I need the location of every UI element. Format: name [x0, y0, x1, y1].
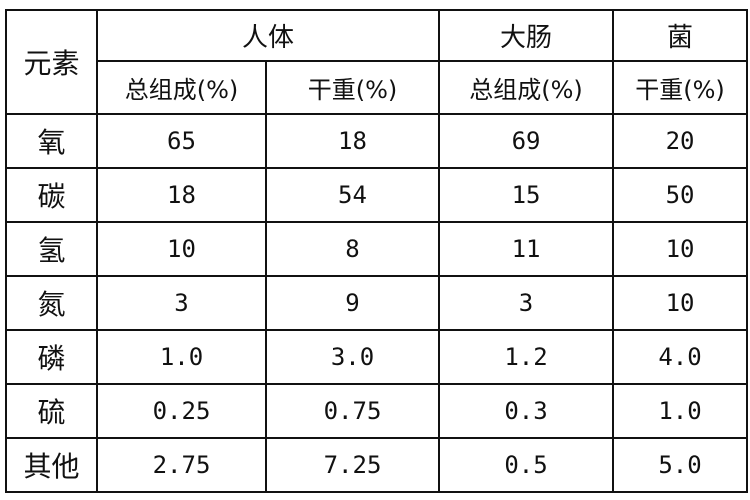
table-body: 氧 65 18 69 20 碳 18 54 15 50 氢 10 8 11 10 氮 3 9 3 10 磷 1.0 3.0 1… [5, 113, 749, 493]
header-bacteria: 菌 [612, 9, 749, 62]
table-row: 氢 10 8 11 10 [5, 221, 749, 277]
header-human-body: 人体 [95, 9, 441, 62]
value-cell: 5.0 [612, 437, 749, 493]
value-cell: 69 [438, 113, 615, 169]
value-cell: 10 [96, 221, 267, 277]
value-cell: 4.0 [612, 329, 749, 385]
subheader-dry-weight: 干重(%) [264, 60, 441, 115]
value-cell: 0.75 [264, 383, 441, 439]
value-cell: 0.25 [96, 383, 267, 439]
value-cell: 54 [264, 167, 441, 223]
element-name-cell: 硫 [5, 383, 98, 439]
element-name-cell: 氧 [5, 113, 98, 169]
value-cell: 3 [438, 275, 615, 331]
value-cell: 18 [264, 113, 441, 169]
value-cell: 11 [438, 221, 615, 277]
subheader-total-composition: 总组成(%) [438, 60, 615, 115]
table-row: 氧 65 18 69 20 [5, 113, 749, 169]
value-cell: 10 [612, 221, 749, 277]
value-cell: 9 [264, 275, 441, 331]
subheader-dry-weight: 干重(%) [612, 60, 749, 115]
table-row: 硫 0.25 0.75 0.3 1.0 [5, 383, 749, 439]
value-cell: 8 [264, 221, 441, 277]
table-row: 氮 3 9 3 10 [5, 275, 749, 331]
subheader-total-composition: 总组成(%) [96, 60, 267, 115]
value-cell: 2.75 [96, 437, 267, 493]
element-composition-table: 元素 人体 大肠 菌 总组成(%) 干重(%) 总组成(%) 干重(%) 氧 65… [5, 9, 749, 493]
element-name-cell: 氢 [5, 221, 98, 277]
element-name-cell: 碳 [5, 167, 98, 223]
value-cell: 10 [612, 275, 749, 331]
element-name-cell: 其他 [5, 437, 98, 493]
value-cell: 18 [96, 167, 267, 223]
header-large-intestine: 大肠 [438, 9, 615, 62]
value-cell: 65 [96, 113, 267, 169]
table-row: 碳 18 54 15 50 [5, 167, 749, 223]
table-row: 磷 1.0 3.0 1.2 4.0 [5, 329, 749, 385]
element-name-cell: 磷 [5, 329, 98, 385]
element-name-cell: 氮 [5, 275, 98, 331]
value-cell: 15 [438, 167, 615, 223]
header-element: 元素 [5, 9, 98, 115]
value-cell: 3.0 [264, 329, 441, 385]
value-cell: 3 [96, 275, 267, 331]
value-cell: 50 [612, 167, 749, 223]
value-cell: 1.2 [438, 329, 615, 385]
table-row: 其他 2.75 7.25 0.5 5.0 [5, 437, 749, 493]
value-cell: 7.25 [264, 437, 441, 493]
value-cell: 20 [612, 113, 749, 169]
value-cell: 0.3 [438, 383, 615, 439]
value-cell: 1.0 [612, 383, 749, 439]
value-cell: 1.0 [96, 329, 267, 385]
value-cell: 0.5 [438, 437, 615, 493]
